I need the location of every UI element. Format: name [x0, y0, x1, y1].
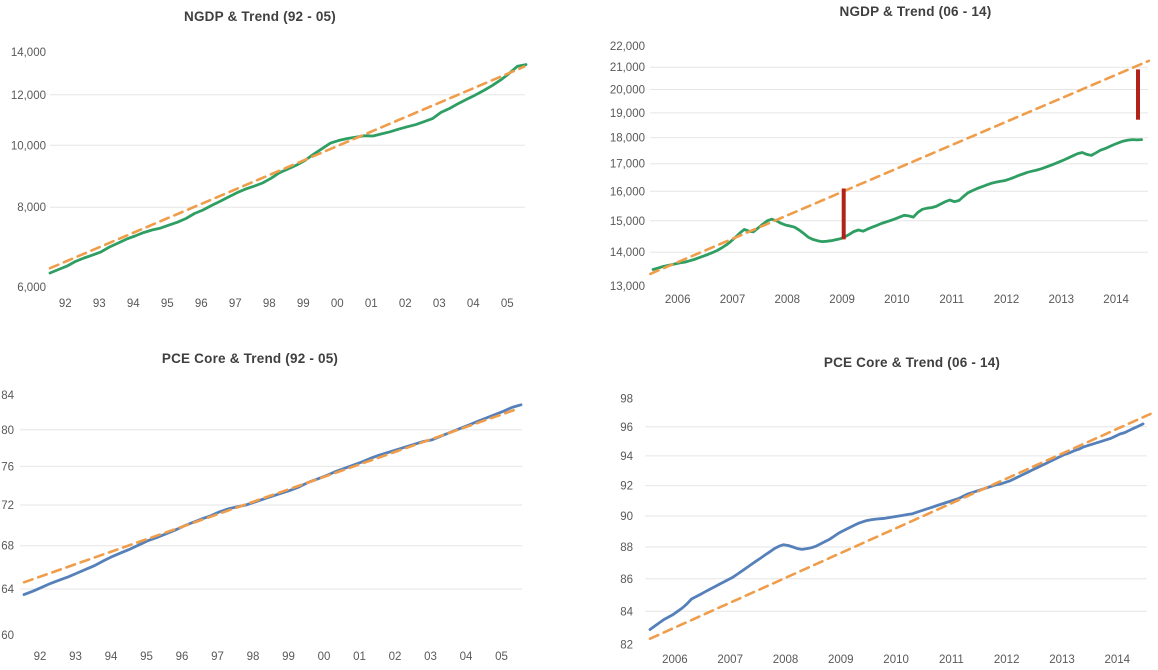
x-tick-label: 2008 [773, 654, 799, 666]
y-tick-label: 6,000 [17, 282, 46, 294]
x-tick-label: 2009 [829, 294, 855, 306]
x-tick-label: 2010 [883, 654, 909, 666]
y-tick-label: 68 [1, 541, 14, 553]
x-tick-label: 92 [34, 651, 47, 663]
y-tick-label: 96 [620, 422, 633, 434]
ngdp-06-14-plot: 22,000 21,000 20,000 19,000 18,000 17,000 16,0… [610, 41, 1151, 306]
x-tick-label: 2011 [939, 294, 964, 306]
chart-title: PCE Core & Trend (06 - 14) [823, 355, 1001, 370]
y-tick-label: 14,000 [11, 47, 46, 59]
x-tick-label: 2009 [828, 654, 854, 666]
x-tick-label: 2007 [720, 294, 746, 306]
x-tick-label: 03 [433, 298, 446, 310]
y-tick-label: 80 [1, 425, 14, 437]
ngdp-92-05-plot: 14,000 12,000 10,000 8,000 6,000 92 93 94 95 96 97… [11, 47, 528, 310]
y-tick-label: 14,000 [610, 247, 645, 259]
x-tick-label: 00 [318, 651, 331, 663]
y-tick-label: 90 [620, 511, 633, 523]
trend-line [648, 412, 1152, 641]
x-tick-label: 03 [424, 651, 437, 663]
x-tick-label: 2012 [994, 654, 1020, 666]
x-tick-label: 96 [176, 651, 189, 663]
x-tick-label: 05 [495, 651, 508, 663]
x-tick-label: 02 [399, 298, 412, 310]
y-tick-label: 84 [1, 390, 14, 402]
x-tick-label: 99 [297, 298, 310, 310]
y-tick-label: 10,000 [11, 140, 46, 152]
trend-line [22, 407, 521, 584]
x-tick-label: 99 [282, 651, 295, 663]
chart-ngdp-92-05: 14,000 12,000 10,000 8,000 6,000 92 93 94 95 96 97… [0, 0, 579, 335]
x-tick-label: 2007 [717, 654, 743, 666]
y-tick-label: 16,000 [610, 186, 645, 198]
y-tick-label: 17,000 [610, 159, 645, 171]
chart-title: PCE Core & Trend (92 - 05) [161, 351, 339, 366]
y-tick-label: 94 [620, 451, 633, 463]
x-tick-label: 00 [331, 298, 344, 310]
y-tick-label: 21,000 [610, 62, 645, 74]
trend-line [48, 65, 526, 270]
x-tick-label: 93 [69, 651, 82, 663]
y-tick-label: 8,000 [17, 202, 46, 214]
y-tick-label: 72 [1, 500, 14, 512]
y-tick-label: 15,000 [610, 216, 645, 228]
y-tick-label: 88 [620, 542, 633, 554]
x-tick-label: 05 [501, 298, 514, 310]
x-tick-label: 2011 [939, 654, 964, 666]
x-tick-label: 95 [161, 298, 174, 310]
chart-ngdp-06-14: 22,000 21,000 20,000 19,000 18,000 17,000 16,0… [579, 0, 1158, 335]
chart-pce-core-92-05: 84 80 76 72 68 64 60 92 93 94 95 96 97 98 99 00 01 02 03 04… [0, 335, 579, 670]
x-tick-label: 92 [59, 298, 72, 310]
x-tick-label: 94 [105, 651, 118, 663]
x-tick-label: 2013 [1049, 294, 1075, 306]
pce-core-line [22, 403, 523, 597]
chart-title: NGDP & Trend (06 - 14) [839, 4, 992, 19]
ngdp-line [651, 138, 1143, 271]
chart-pce-core-06-14: 98 96 94 92 90 88 86 84 82 2006 2007 2008 2009 2010 20… [579, 335, 1158, 670]
chart-title: NGDP & Trend (92 - 05) [184, 9, 336, 24]
y-tick-label: 19,000 [610, 108, 645, 120]
y-tick-label: 84 [620, 606, 633, 618]
y-tick-label: 18,000 [610, 133, 645, 145]
trend-line [649, 59, 1151, 276]
y-tick-label: 12,000 [11, 90, 46, 102]
pce-core-06-14-plot: 98 96 94 92 90 88 86 84 82 2006 2007 2008 2009 2010 20… [620, 393, 1152, 666]
y-tick-label: 22,000 [610, 41, 645, 53]
x-tick-label: 2008 [775, 294, 801, 306]
y-tick-label: 82 [620, 640, 633, 652]
x-tick-label: 2010 [884, 294, 910, 306]
x-tick-label: 2006 [662, 654, 688, 666]
x-tick-label: 98 [247, 651, 260, 663]
x-tick-label: 04 [460, 651, 473, 663]
x-tick-label: 2013 [1049, 654, 1075, 666]
x-tick-label: 2014 [1105, 654, 1131, 666]
pce-core-92-05-plot: 84 80 76 72 68 64 60 92 93 94 95 96 97 98 99 00 01 02 03 04… [1, 390, 523, 663]
ngdp-line [48, 63, 528, 275]
y-tick-label: 60 [1, 630, 14, 642]
pce-core-line [648, 422, 1145, 631]
x-tick-label: 04 [467, 298, 480, 310]
x-tick-label: 93 [93, 298, 106, 310]
y-tick-label: 86 [620, 574, 633, 586]
x-tick-label: 02 [389, 651, 402, 663]
x-tick-label: 94 [127, 298, 140, 310]
y-tick-label: 76 [1, 461, 14, 473]
x-tick-label: 01 [365, 298, 378, 310]
y-tick-label: 64 [1, 584, 14, 596]
x-tick-label: 2014 [1103, 294, 1129, 306]
y-tick-label: 20,000 [610, 85, 645, 97]
x-tick-label: 96 [195, 298, 208, 310]
x-tick-label: 95 [140, 651, 153, 663]
x-tick-label: 01 [353, 651, 366, 663]
x-tick-label: 2012 [994, 294, 1020, 306]
x-tick-label: 97 [229, 298, 242, 310]
x-tick-label: 2006 [665, 294, 691, 306]
y-tick-label: 13,000 [610, 281, 645, 293]
x-tick-label: 97 [211, 651, 224, 663]
y-tick-label: 98 [620, 393, 633, 405]
x-tick-label: 98 [263, 298, 276, 310]
y-tick-label: 92 [620, 481, 633, 493]
